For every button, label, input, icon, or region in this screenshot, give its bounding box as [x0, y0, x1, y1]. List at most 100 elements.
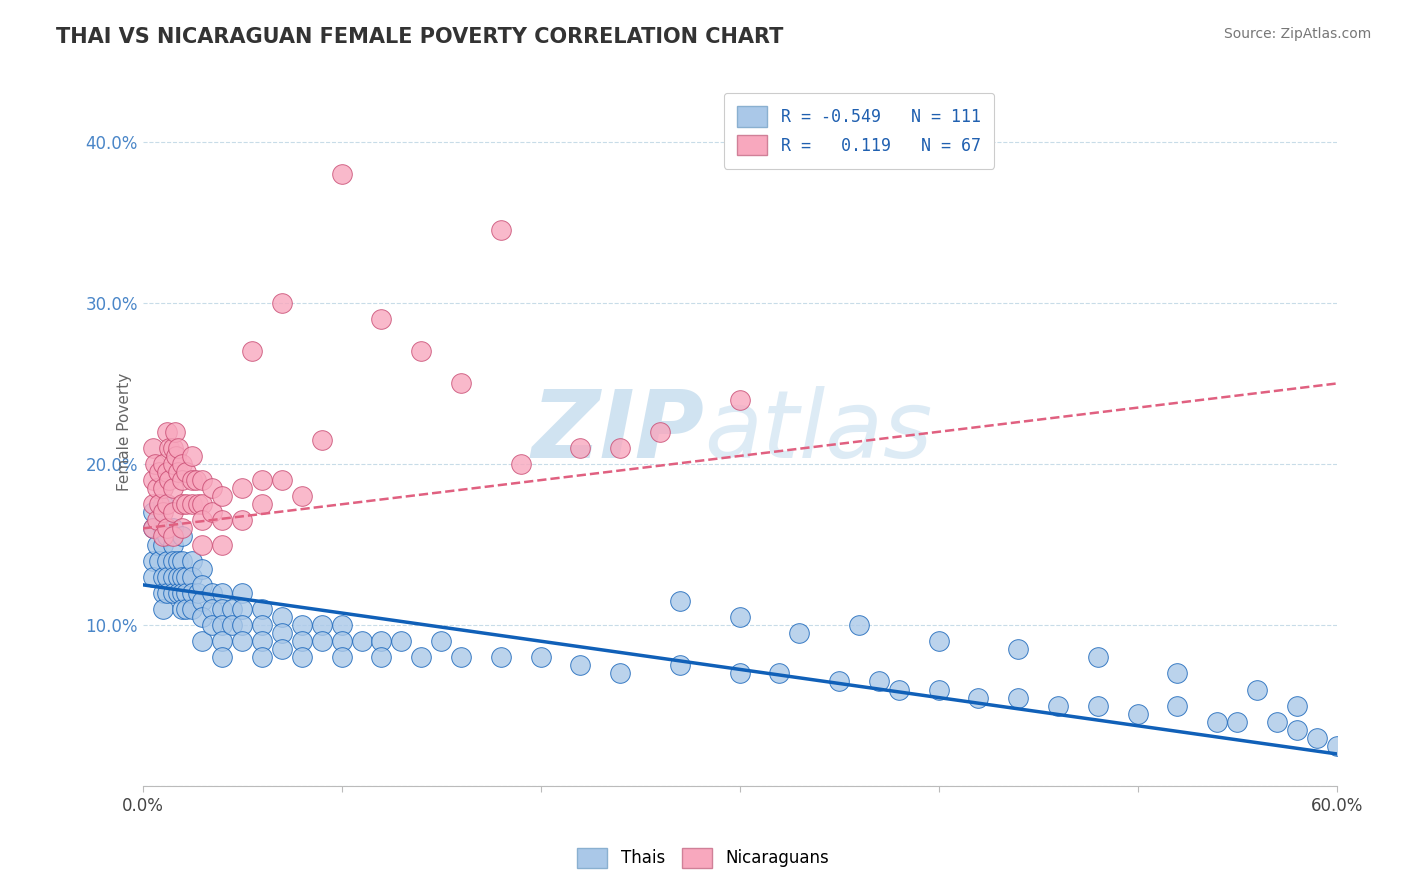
Point	[145, 481, 167, 495]
Point	[311, 618, 333, 632]
Point	[152, 457, 174, 471]
Point	[848, 618, 870, 632]
Point	[191, 578, 214, 592]
Point	[1087, 650, 1109, 665]
Point	[172, 457, 194, 471]
Point	[157, 441, 180, 455]
Point	[162, 529, 184, 543]
Point	[1285, 698, 1308, 713]
Point	[191, 562, 214, 576]
Point	[350, 634, 373, 648]
Point	[155, 570, 177, 584]
Point	[142, 473, 165, 487]
Point	[181, 554, 204, 568]
Point	[201, 505, 224, 519]
Text: ZIP: ZIP	[531, 386, 704, 478]
Point	[142, 521, 165, 535]
Point	[181, 586, 204, 600]
Point	[768, 666, 790, 681]
Point	[330, 650, 353, 665]
Point	[152, 505, 174, 519]
Point	[231, 513, 253, 527]
Point	[967, 690, 990, 705]
Point	[191, 473, 214, 487]
Point	[152, 586, 174, 600]
Point	[250, 618, 273, 632]
Point	[191, 634, 214, 648]
Point	[868, 674, 890, 689]
Point	[330, 618, 353, 632]
Point	[411, 650, 433, 665]
Point	[176, 465, 198, 479]
Point	[163, 425, 186, 439]
Point	[172, 554, 194, 568]
Point	[271, 610, 294, 624]
Point	[162, 537, 184, 551]
Point	[411, 344, 433, 359]
Point	[489, 650, 512, 665]
Point	[669, 658, 692, 673]
Point	[509, 457, 531, 471]
Point	[201, 586, 224, 600]
Point	[221, 618, 243, 632]
Point	[609, 441, 631, 455]
Point	[181, 602, 204, 616]
Point	[1306, 731, 1329, 745]
Point	[162, 481, 184, 495]
Point	[271, 642, 294, 657]
Point	[211, 537, 233, 551]
Point	[1047, 698, 1070, 713]
Point	[240, 344, 263, 359]
Point	[1265, 714, 1288, 729]
Point	[370, 634, 392, 648]
Point	[155, 521, 177, 535]
Point	[191, 513, 214, 527]
Point	[648, 425, 671, 439]
Point	[167, 570, 190, 584]
Point	[191, 594, 214, 608]
Legend: R = -0.549   N = 111, R =   0.119   N = 67: R = -0.549 N = 111, R = 0.119 N = 67	[724, 93, 994, 169]
Point	[569, 658, 592, 673]
Point	[152, 497, 174, 511]
Point	[211, 634, 233, 648]
Point	[450, 650, 472, 665]
Point	[172, 586, 194, 600]
Point	[176, 497, 198, 511]
Point	[186, 473, 208, 487]
Point	[291, 618, 314, 632]
Point	[155, 554, 177, 568]
Point	[728, 392, 751, 407]
Point	[211, 489, 233, 503]
Point	[250, 497, 273, 511]
Point	[162, 586, 184, 600]
Point	[181, 449, 204, 463]
Point	[166, 449, 188, 463]
Point	[530, 650, 553, 665]
Point	[145, 513, 167, 527]
Point	[172, 570, 194, 584]
Point	[1007, 690, 1029, 705]
Point	[1206, 714, 1229, 729]
Point	[142, 554, 165, 568]
Point	[231, 618, 253, 632]
Point	[191, 610, 214, 624]
Point	[450, 376, 472, 391]
Point	[172, 602, 194, 616]
Point	[1246, 682, 1268, 697]
Point	[1326, 739, 1348, 753]
Point	[271, 473, 294, 487]
Point	[291, 634, 314, 648]
Point	[152, 602, 174, 616]
Point	[176, 602, 198, 616]
Point	[928, 682, 950, 697]
Point	[291, 650, 314, 665]
Point	[152, 537, 174, 551]
Point	[887, 682, 910, 697]
Point	[162, 521, 184, 535]
Point	[155, 425, 177, 439]
Point	[162, 570, 184, 584]
Point	[143, 457, 166, 471]
Point	[489, 223, 512, 237]
Point	[201, 481, 224, 495]
Point	[1226, 714, 1249, 729]
